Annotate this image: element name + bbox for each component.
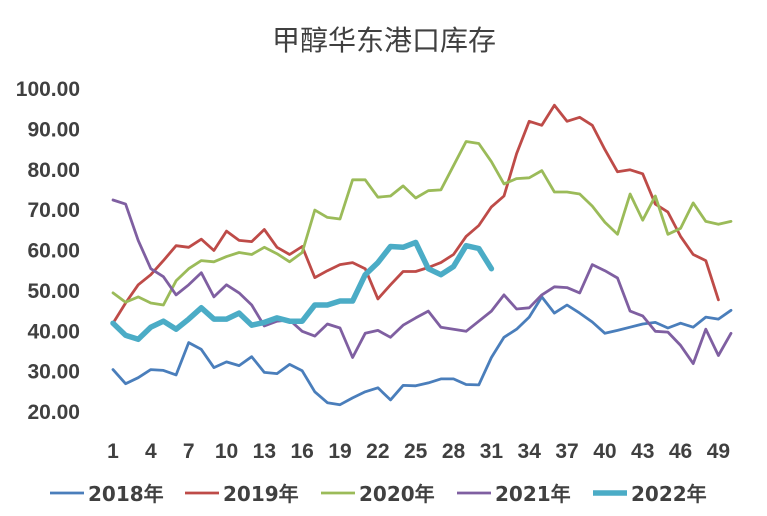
y-axis-ticks: 100.00 90.00 80.00 70.00 60.00 50.00 40.00 30.0… [16, 78, 80, 424]
x-tick-label: 10 [215, 440, 238, 463]
y-tick-label: 50.00 [27, 280, 80, 303]
series-line-2021年 [111, 198, 733, 366]
x-tick-label: 22 [366, 440, 389, 463]
x-tick-label: 43 [631, 440, 654, 463]
x-tick-label: 25 [404, 440, 428, 463]
y-tick-label: 70.00 [27, 199, 80, 222]
y-tick-label: 20.00 [27, 401, 80, 424]
x-tick-label: 31 [480, 440, 504, 463]
series-lines [110, 103, 733, 407]
legend-label: 2021年 [495, 482, 571, 506]
series-line-2019年 [111, 103, 720, 325]
x-tick-label: 46 [669, 440, 692, 463]
legend-label: 2018年 [88, 482, 164, 506]
y-tick-label: 30.00 [27, 361, 80, 384]
x-axis-ticks: 1 4 7 10 13 16 19 22 25 28 31 34 37 40 43 46 49 [107, 440, 730, 463]
x-tick-label: 7 [183, 440, 195, 463]
x-tick-label: 4 [145, 440, 157, 463]
series-line-2022年 [110, 239, 495, 343]
y-tick-label: 90.00 [27, 118, 80, 141]
y-tick-label: 60.00 [27, 240, 80, 263]
y-tick-label: 40.00 [27, 320, 80, 343]
x-tick-label: 49 [707, 440, 730, 463]
legend-label: 2020年 [359, 482, 435, 506]
x-tick-label: 37 [555, 440, 578, 463]
x-tick-label: 40 [593, 440, 616, 463]
y-tick-label: 80.00 [27, 159, 80, 182]
x-tick-label: 13 [253, 440, 276, 463]
y-tick-label: 100.00 [16, 78, 80, 101]
legend-label: 2019年 [223, 482, 299, 506]
x-tick-label: 34 [518, 440, 542, 463]
legend: 2018年 2019年 2020年 2021年 2022年 [50, 482, 707, 506]
x-tick-label: 19 [328, 440, 351, 463]
series-line-2020年 [111, 140, 733, 307]
chart-title: 甲醇华东港口库存 [272, 24, 496, 57]
legend-label: 2022年 [631, 482, 707, 506]
series-line-2018年 [111, 295, 733, 407]
x-tick-label: 1 [107, 440, 119, 463]
x-tick-label: 28 [442, 440, 466, 463]
x-tick-label: 16 [291, 440, 314, 463]
